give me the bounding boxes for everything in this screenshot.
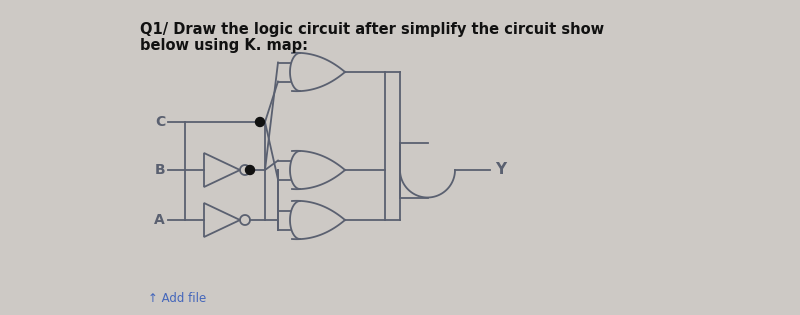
- Text: ↑ Add file: ↑ Add file: [148, 292, 206, 305]
- Text: A: A: [154, 213, 165, 227]
- Text: Y: Y: [495, 163, 506, 177]
- Circle shape: [246, 165, 254, 175]
- Circle shape: [255, 117, 265, 127]
- Text: below using K. map:: below using K. map:: [140, 38, 308, 53]
- Text: C: C: [154, 115, 165, 129]
- Text: Q1/ Draw the logic circuit after simplify the circuit show: Q1/ Draw the logic circuit after simplif…: [140, 22, 604, 37]
- Text: B: B: [154, 163, 165, 177]
